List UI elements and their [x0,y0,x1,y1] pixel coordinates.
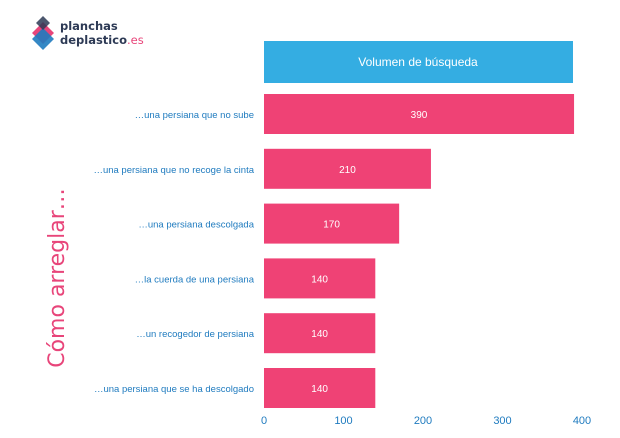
bar-value-label-6: 140 [311,384,328,395]
header-bar [264,41,573,83]
chart-title: Volumen de búsqueda [358,55,478,69]
category-label-1: …una persiana que no sube [135,110,254,121]
bar-2 [264,148,431,189]
bar-value-label-1: 390 [411,110,428,121]
bar-value-label-5: 140 [311,329,328,340]
x-tick-label-300: 300 [493,415,511,427]
logo: planchas deplastico.es [32,16,144,50]
x-axis-ticks: 0 100 200 300 400 [261,415,591,427]
category-label-3: …una persiana descolgada [138,220,254,231]
bar-3 [264,203,400,244]
bar-value-label-4: 140 [311,274,328,285]
x-tick-label-0: 0 [261,415,267,427]
bar-value-label-3: 170 [323,220,340,231]
logo-line2: deplastico.es [60,33,144,47]
category-label-2: …una persiana que no recoge la cinta [93,165,254,176]
category-label-6: …una persiana que se ha descolgado [94,384,254,395]
category-label-5: …un recogedor de persiana [136,329,254,340]
bar-value-label-2: 210 [339,165,356,176]
x-tick-label-100: 100 [334,415,352,427]
logo-line1: planchas [60,19,118,33]
x-tick-label-200: 200 [414,415,432,427]
bars-group: 390 …una persiana que no sube 210 …una pers… [93,94,575,408]
bar-1 [264,94,575,134]
category-label-4: …la cuerda de una persiana [135,274,255,285]
y-axis-label: Cómo arreglar… [45,188,70,368]
bar-6 [264,368,376,408]
bar-4 [264,258,376,299]
logo-mark [32,16,54,50]
bar-5 [264,313,376,354]
x-tick-label-400: 400 [573,415,591,427]
